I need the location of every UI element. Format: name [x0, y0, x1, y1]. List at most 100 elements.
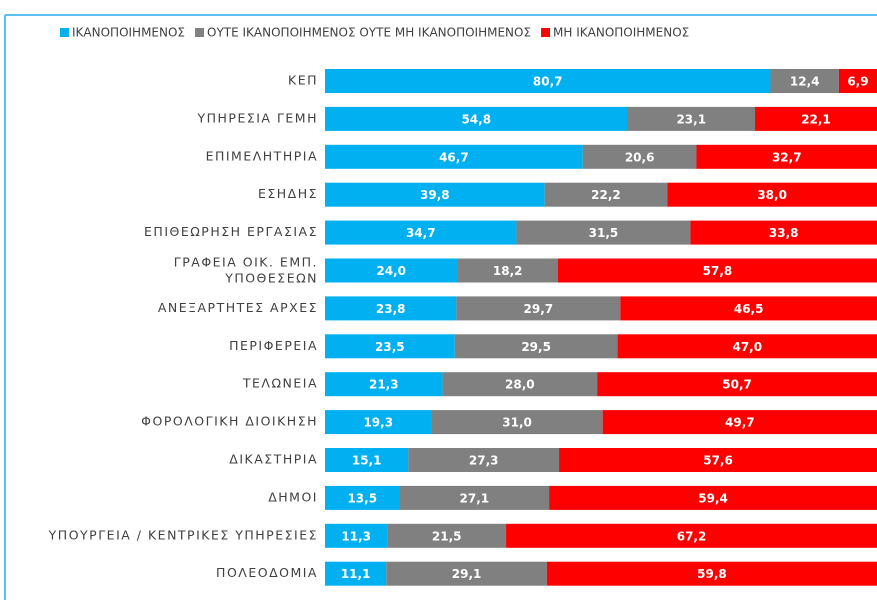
bar-segment [549, 485, 877, 510]
bar-segment [627, 106, 756, 131]
bar-segment [770, 69, 839, 93]
category-label: ΠΕΡΙΦΕΡΕΙΑ [229, 338, 318, 353]
bar-segment [690, 220, 877, 245]
bar-segment [325, 372, 443, 397]
category-label: ΦΟΡΟΛΟΓΙΚΗ ΔΙΟΙΚΗΣΗ [141, 414, 318, 429]
value-label: 27,3 [469, 454, 499, 468]
value-label: 28,0 [505, 378, 535, 392]
value-label: 23,1 [676, 112, 706, 126]
value-label: 47,0 [732, 340, 762, 354]
value-label: 12,4 [790, 75, 820, 89]
bar-segment [544, 182, 668, 207]
value-label: 50,7 [722, 378, 752, 392]
value-label: 21,5 [432, 529, 462, 543]
value-label: 29,5 [521, 340, 551, 354]
value-label: 57,8 [703, 264, 733, 278]
value-label: 59,8 [697, 567, 727, 581]
bar-segment [386, 561, 547, 586]
bar-segment [557, 258, 877, 283]
bar-segment [431, 410, 603, 435]
legend-label: ΜΗ ΙΚΑΝΟΠΟΙΗΜΕΝΟΣ [553, 26, 689, 40]
category-label: ΓΡΑΦΕΙΑ ΟΙΚ. ΕΜΠ. ΥΠΟΘΕΣΕΩΝ [174, 254, 318, 285]
legend-label: ΙΚΑΝΟΠΟΙΗΜΕΝΟΣ [72, 26, 185, 40]
bar-segment [617, 334, 877, 359]
bar-segment [506, 523, 877, 548]
category-label: ΚΕΠ [288, 73, 318, 88]
value-label: 11,1 [341, 567, 371, 581]
legend-swatch [541, 28, 551, 37]
bar-segment [516, 220, 691, 245]
bar-segment [325, 523, 388, 548]
bar-segment [325, 561, 387, 586]
bar-segment [755, 106, 877, 131]
value-label: 33,8 [769, 226, 799, 240]
bar-segment [399, 485, 550, 510]
bar-segment [582, 144, 697, 169]
value-label: 49,7 [725, 416, 755, 430]
value-label: 29,1 [452, 567, 482, 581]
category-label: ΑΝΕΞΑΡΤΗΤΕΣ ΑΡΧΕΣ [158, 300, 318, 315]
bar-segment [325, 69, 771, 93]
category-label: ΠΟΛΕΟΔΟΜΙΑ [216, 565, 318, 580]
value-label: 46,5 [734, 302, 764, 316]
bar-segment [454, 334, 618, 359]
value-label: 24,0 [376, 264, 406, 278]
bar-segment [325, 220, 517, 245]
value-label: 38,0 [757, 188, 787, 202]
bar-segment [667, 182, 877, 207]
bar-segment [387, 523, 507, 548]
bar-segment [696, 144, 877, 169]
bar-segment [325, 485, 400, 510]
value-label: 20,6 [625, 150, 655, 164]
value-label: 19,3 [363, 416, 393, 430]
category-label: ΔΙΚΑΣΤΗΡΙΑ [229, 452, 318, 467]
value-label: 59,4 [698, 491, 728, 505]
category-label: ΤΕΛΩΝΕΙΑ [242, 376, 318, 391]
value-label: 27,1 [460, 491, 490, 505]
bar-segment [325, 448, 409, 472]
value-label: 15,1 [352, 454, 382, 468]
category-label: ΕΠΙΘΕΩΡΗΣΗ ΕΡΓΑΣΙΑΣ [144, 224, 318, 239]
bar-segment [325, 182, 545, 207]
value-label: 31,0 [502, 416, 532, 430]
value-label: 22,1 [801, 112, 831, 126]
value-label: 80,7 [533, 75, 563, 89]
legend-swatch [195, 28, 205, 37]
bar-segment [456, 296, 621, 321]
value-label: 34,7 [406, 226, 436, 240]
bar-segment [408, 448, 560, 472]
bar-segment [838, 69, 877, 93]
legend-swatch [60, 28, 69, 37]
value-label: 6,9 [847, 75, 868, 89]
bar-segment [559, 448, 877, 472]
bar-segment [325, 410, 432, 435]
bar-segment [620, 296, 877, 321]
value-label: 21,3 [369, 378, 399, 392]
value-label: 67,2 [677, 529, 707, 543]
category-label: ΥΠΟΥΡΓΕΙΑ / ΚΕΝΤΡΙΚΕΣ ΥΠΗΡΕΣΙΕΣ [48, 527, 318, 542]
bar-segment [325, 106, 628, 131]
value-label: 22,2 [591, 188, 621, 202]
value-label: 57,6 [703, 454, 733, 468]
value-label: 23,5 [375, 340, 405, 354]
value-label: 32,7 [772, 150, 802, 164]
bar-segment [546, 561, 877, 586]
value-label: 11,3 [341, 529, 371, 543]
value-label: 54,8 [461, 112, 491, 126]
value-label: 46,7 [439, 150, 469, 164]
category-label: ΕΠΙΜΕΛΗΤΗΡΙΑ [206, 148, 318, 163]
value-label: 23,8 [376, 302, 406, 316]
bar-segment [325, 334, 455, 359]
bar-segment [325, 296, 457, 321]
bar-segment [457, 258, 558, 283]
bar-segment [602, 410, 877, 435]
category-label: ΔΗΜΟΙ [268, 489, 318, 504]
category-label: ΕΣΗΔΗΣ [258, 186, 318, 201]
value-label: 13,5 [347, 491, 377, 505]
category-label: ΥΠΗΡΕΣΙΑ ΓΕΜΗ [196, 110, 318, 125]
value-label: 29,7 [524, 302, 554, 316]
legend-label: ΟΥΤΕ ΙΚΑΝΟΠΟΙΗΜΕΝΟΣ ΟΥΤΕ ΜΗ ΙΚΑΝΟΠΟΙΗΜΕΝ… [207, 26, 531, 40]
bar-segment [442, 372, 598, 397]
value-label: 31,5 [589, 226, 619, 240]
